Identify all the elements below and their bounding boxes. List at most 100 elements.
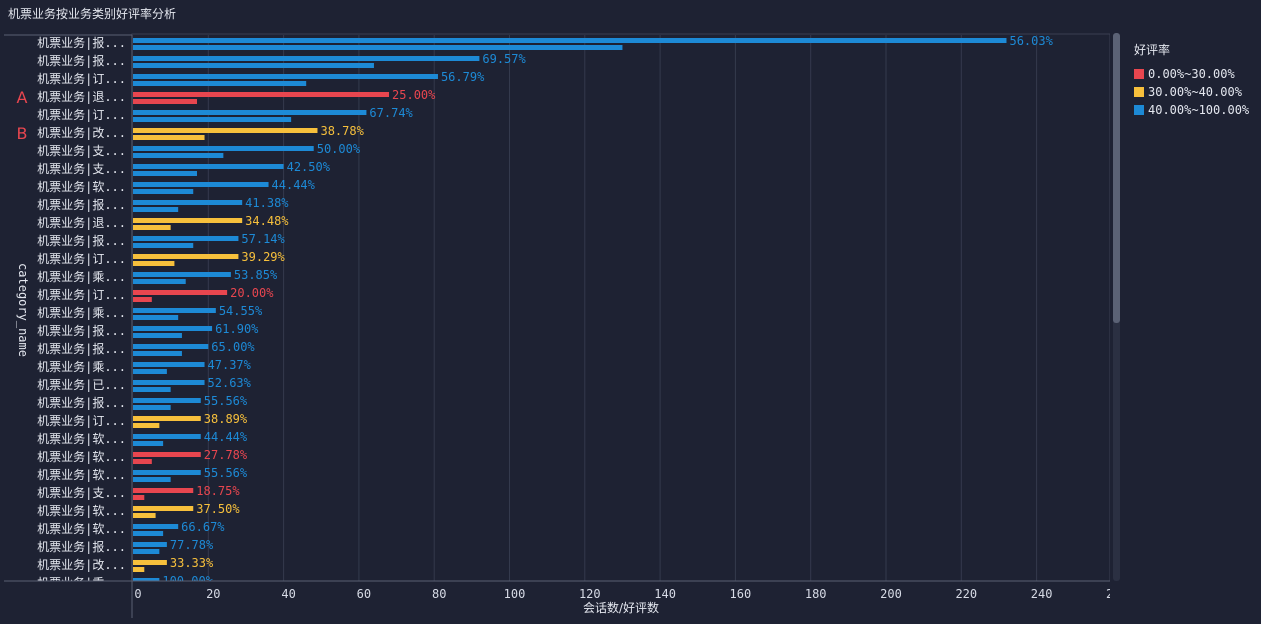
rate-data-label: 66.67% [181, 520, 225, 534]
bar-good-reviews [133, 99, 198, 104]
rate-data-label: 57.14% [241, 232, 285, 246]
scrollbar-thumb[interactable] [1113, 33, 1120, 323]
x-tick-label: 200 [880, 587, 902, 601]
bar-sessions [133, 308, 216, 313]
y-tick-label: 机票业务|订... [37, 413, 126, 428]
vertical-scrollbar[interactable] [1113, 33, 1120, 581]
bar-good-reviews [133, 207, 179, 212]
legend-item[interactable]: 0.00%~30.00% [1134, 65, 1249, 83]
y-tick-label: 机票业务|乘... [37, 359, 126, 374]
rate-data-label: 44.44% [204, 430, 248, 444]
rate-data-label: 50.00% [317, 142, 361, 156]
rate-data-label: 38.89% [204, 412, 248, 426]
y-tick-label: 机票业务|订... [37, 71, 126, 86]
rate-data-label: 42.50% [287, 160, 331, 174]
y-tick-label: 机票业务|乘... [37, 269, 126, 284]
bar-sessions [133, 326, 213, 331]
bar-good-reviews [133, 135, 205, 140]
bar-good-reviews [133, 351, 182, 356]
bar-sessions [133, 56, 480, 61]
bar-sessions [133, 128, 318, 133]
row-marker-b: B [17, 124, 28, 143]
y-tick-label: 机票业务|改... [37, 125, 126, 140]
y-tick-label: 机票业务|报... [37, 323, 126, 338]
y-tick-label: 机票业务|退... [37, 215, 126, 230]
page-title: 机票业务按业务类别好评率分析 [8, 7, 177, 21]
x-tick-label: 160 [730, 587, 752, 601]
bar-sessions [133, 488, 194, 493]
y-tick-label: 机票业务|软... [37, 467, 126, 482]
bar-good-reviews [133, 495, 145, 500]
bar-good-reviews [133, 369, 167, 374]
y-tick-label: 机票业务|报... [37, 53, 126, 68]
rate-data-label: 65.00% [211, 340, 255, 354]
rate-data-label: 44.44% [272, 178, 316, 192]
bar-good-reviews [133, 117, 292, 122]
legend-item[interactable]: 30.00%~40.00% [1134, 83, 1249, 101]
rate-data-label: 56.03% [1009, 34, 1053, 48]
legend-item[interactable]: 40.00%~100.00% [1134, 101, 1249, 119]
bar-sessions [133, 218, 243, 223]
bar-good-reviews [133, 189, 194, 194]
bar-sessions [133, 542, 167, 547]
rate-data-label: 53.85% [234, 268, 278, 282]
rate-data-label: 38.78% [320, 124, 364, 138]
legend-label: 30.00%~40.00% [1148, 85, 1242, 99]
rate-data-label: 69.57% [482, 52, 526, 66]
rate-data-label: 61.90% [215, 322, 259, 336]
bar-sessions [133, 182, 269, 187]
x-tick-label: 80 [432, 587, 446, 601]
legend: 好评率 0.00%~30.00% 30.00%~40.00% 40.00%~100.… [1134, 41, 1249, 119]
x-tick-label: 20 [206, 587, 220, 601]
legend-swatch [1134, 105, 1144, 115]
bar-sessions [133, 164, 284, 169]
x-tick-label: 240 [1031, 587, 1053, 601]
bar-sessions [133, 398, 201, 403]
rate-data-label: 37.50% [196, 502, 240, 516]
y-tick-label: 机票业务|报... [37, 197, 126, 212]
legend-items: 0.00%~30.00% 30.00%~40.00% 40.00%~100.00% [1134, 65, 1249, 119]
bar-good-reviews [133, 81, 307, 86]
y-tick-label: 机票业务|已... [37, 377, 126, 392]
x-tick-label: 0 [134, 587, 141, 601]
y-tick-label: 机票业务|软... [37, 521, 126, 536]
bar-good-reviews [133, 279, 186, 284]
bar-good-reviews [133, 549, 160, 554]
x-tick-label: 180 [805, 587, 827, 601]
y-axis: 机票业务|报... 机票业务|报... 机票业务|订... 机票业务|退... 机票业务… [17, 35, 126, 581]
bar-good-reviews [133, 171, 198, 176]
y-tick-label: 机票业务|软... [37, 449, 126, 464]
bar-sessions [133, 38, 1007, 43]
chart-grid [131, 33, 1110, 582]
y-tick-label: 机票业务|订... [37, 287, 126, 302]
bar-good-reviews [133, 405, 171, 410]
rate-data-label: 54.55% [219, 304, 263, 318]
rate-data-label: 39.29% [241, 250, 285, 264]
bar-sessions [133, 578, 160, 581]
y-tick-label: 机票业务|软... [37, 503, 126, 518]
y-tick-label: 机票业务|改... [37, 557, 126, 572]
bar-sessions [133, 452, 201, 457]
bar-sessions [133, 416, 201, 421]
bar-good-reviews [133, 45, 623, 50]
bar-good-reviews [133, 333, 182, 338]
bar-sessions [133, 344, 209, 349]
bar-good-reviews [133, 531, 164, 536]
rate-data-label: 41.38% [245, 196, 289, 210]
rate-data-label: 56.79% [441, 70, 485, 84]
rate-data-label: 20.00% [230, 286, 274, 300]
bar-good-reviews [133, 315, 179, 320]
rate-data-label: 18.75% [196, 484, 240, 498]
bar-good-reviews [133, 459, 152, 464]
bar-good-reviews [133, 243, 194, 248]
bar-sessions [133, 200, 243, 205]
bar-good-reviews [133, 477, 171, 482]
bar-sessions [133, 290, 228, 295]
x-tick-label: 120 [579, 587, 601, 601]
bar-good-reviews [133, 297, 152, 302]
bar-good-reviews [133, 441, 164, 446]
x-tick-label: 40 [281, 587, 295, 601]
bar-good-reviews [133, 387, 171, 392]
bar-sessions [133, 272, 231, 277]
row-marker-a: A [17, 88, 28, 107]
